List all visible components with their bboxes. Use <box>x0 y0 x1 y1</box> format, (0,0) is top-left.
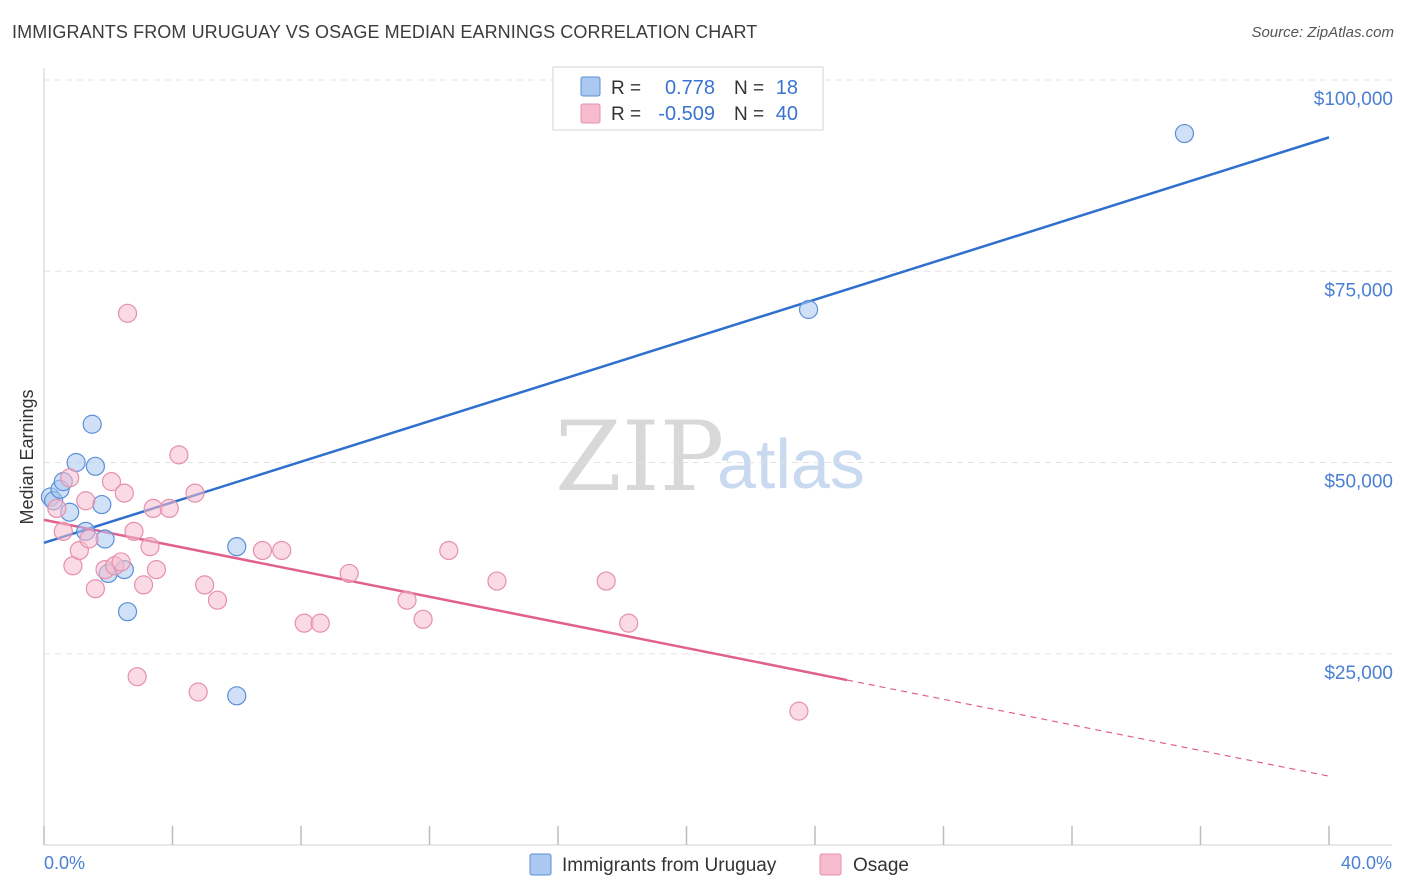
legend-r-label-uruguay: R = <box>611 78 641 99</box>
point-osage <box>117 303 138 323</box>
legend-n-label-osage: N = <box>734 104 764 125</box>
legend-n-value-osage: 40 <box>776 103 798 125</box>
point-osage <box>143 498 163 518</box>
legend-n-value-uruguay: 18 <box>776 77 798 99</box>
point-osage <box>169 445 189 465</box>
trend-line-osage <box>43 518 848 682</box>
legend-bottom: Immigrants from Uruguay Osage <box>529 853 909 876</box>
gridlines <box>44 79 1392 655</box>
point-uruguay <box>1174 123 1195 144</box>
legend-top: R = 0.778 N = 18 R = -0.509 N = 40 <box>552 66 824 131</box>
point-osage <box>487 571 507 591</box>
trend-lines <box>43 136 1330 777</box>
point-osage <box>60 468 80 488</box>
point-osage <box>310 613 330 633</box>
y-tick-label: $50,000 <box>1324 472 1393 493</box>
point-osage <box>272 540 292 561</box>
x-tick-label-max: 40.0% <box>1341 853 1392 873</box>
point-uruguay <box>798 299 819 320</box>
legend-bottom-label-osage: Osage <box>853 855 909 876</box>
y-tick-label: $100,000 <box>1314 89 1393 110</box>
source-label: Source: ZipAtlas.com <box>1251 24 1394 41</box>
watermark-atlas: atlas <box>717 425 865 503</box>
legend-r-value-osage: -0.509 <box>658 103 715 125</box>
point-osage <box>789 701 809 721</box>
legend-bottom-label-uruguay: Immigrants from Uruguay <box>562 855 777 876</box>
point-uruguay <box>92 494 112 515</box>
point-osage <box>85 579 106 599</box>
trend-line-osage-extrapolated <box>847 679 1330 777</box>
point-osage <box>127 667 147 687</box>
point-osage <box>294 613 314 633</box>
point-osage <box>596 571 616 591</box>
axes <box>43 68 1392 846</box>
point-osage <box>159 498 179 518</box>
point-osage <box>195 575 215 595</box>
chart-title: IMMIGRANTS FROM URUGUAY VS OSAGE MEDIAN … <box>12 22 758 42</box>
x-ticks <box>43 826 1330 845</box>
trend-line-uruguay <box>43 136 1330 545</box>
point-osage <box>439 540 459 561</box>
point-osage <box>47 498 67 518</box>
point-osage <box>111 552 131 572</box>
point-osage <box>619 613 639 633</box>
point-uruguay <box>117 602 138 622</box>
point-osage <box>146 559 167 580</box>
legend-bottom-swatch-uruguay <box>529 853 552 876</box>
watermark: ZIP atlas <box>555 401 865 513</box>
point-osage <box>79 529 99 549</box>
point-osage <box>124 521 144 541</box>
point-uruguay <box>85 456 106 476</box>
point-osage <box>133 575 154 595</box>
point-osage <box>185 483 205 503</box>
point-uruguay <box>95 529 115 549</box>
point-uruguay <box>227 537 247 557</box>
point-osage <box>114 483 134 503</box>
point-osage <box>140 537 160 557</box>
legend-swatch-uruguay <box>580 76 601 97</box>
point-osage <box>397 590 417 610</box>
point-osage <box>413 609 433 629</box>
point-osage <box>101 472 122 492</box>
point-osage <box>339 563 359 584</box>
point-uruguay <box>227 686 247 706</box>
point-osage <box>188 682 208 702</box>
legend-r-value-uruguay: 0.778 <box>665 77 715 99</box>
legend-r-label-osage: R = <box>611 104 641 125</box>
legend-n-label-uruguay: N = <box>734 78 764 99</box>
point-uruguay <box>82 414 102 434</box>
point-osage <box>76 491 96 511</box>
point-osage <box>252 540 273 561</box>
data-points <box>40 123 1195 721</box>
y-tick-label: $75,000 <box>1324 280 1393 301</box>
y-tick-labels: $25,000 $50,000 $75,000 $100,000 <box>1314 89 1393 684</box>
point-osage <box>53 521 73 541</box>
x-tick-label-min: 0.0% <box>44 853 85 873</box>
point-osage <box>207 590 228 610</box>
watermark-zip: ZIP <box>555 401 724 513</box>
y-axis-label: Median Earnings <box>17 389 37 524</box>
y-tick-label: $25,000 <box>1324 663 1393 684</box>
legend-swatch-osage <box>580 103 601 124</box>
legend-bottom-swatch-osage <box>819 853 842 876</box>
